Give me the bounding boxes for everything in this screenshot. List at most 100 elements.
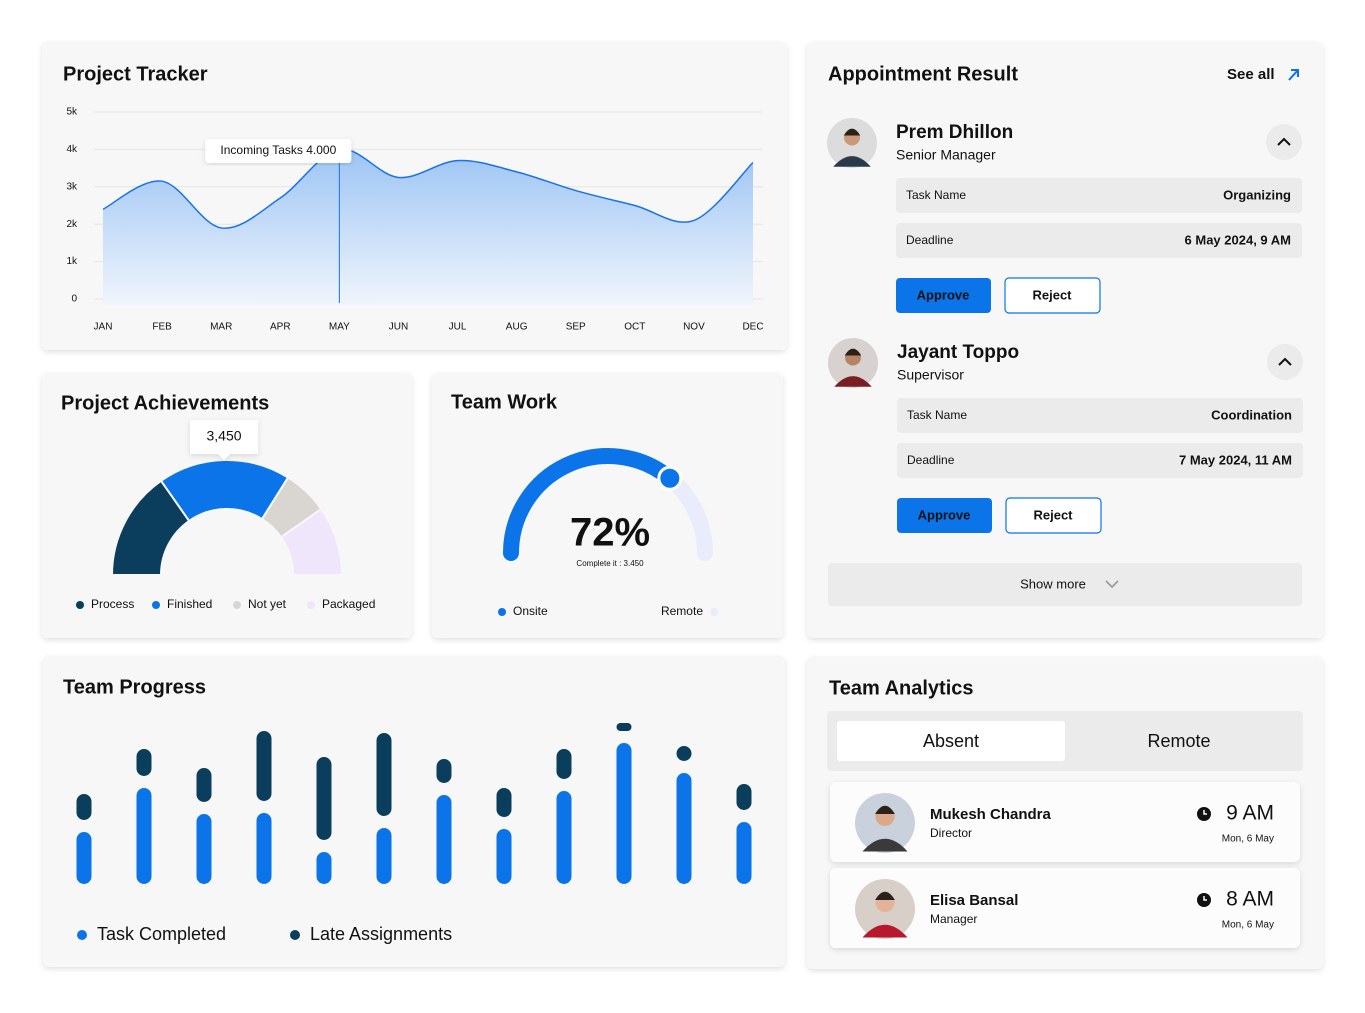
- person-card: [830, 782, 1300, 862]
- collapse-button[interactable]: [1267, 344, 1303, 380]
- bar-segment: [496, 829, 512, 884]
- legend-dot: [710, 608, 718, 616]
- donut-segment: [279, 507, 344, 576]
- bar-segment: [136, 749, 152, 776]
- info-row: [897, 443, 1303, 478]
- bar-segment: [256, 813, 272, 884]
- bar-segment: [616, 723, 632, 731]
- teamwork-panel: [432, 373, 783, 638]
- see-all-link[interactable]: See all: [1227, 66, 1275, 83]
- reject-button[interactable]: [1004, 277, 1101, 314]
- tab-label[interactable]: Remote: [1147, 731, 1210, 751]
- value-label: 3,450: [206, 428, 241, 444]
- x-tick-label: FEB: [152, 322, 172, 333]
- person-name: Jayant Toppo: [897, 342, 1019, 363]
- y-tick-label: 5k: [66, 107, 78, 118]
- time: 9 AM: [1226, 802, 1274, 825]
- legend-dot: [152, 601, 160, 609]
- approve-button[interactable]: [896, 278, 991, 313]
- legend-label: Packaged: [322, 597, 375, 611]
- panel-title: Appointment Result: [828, 63, 1018, 85]
- y-tick-label: 1k: [66, 256, 78, 267]
- chevron-up: [1277, 137, 1291, 146]
- tooltip-text: Incoming Tasks 4.000: [220, 143, 336, 157]
- panel-title: Team Work: [451, 391, 558, 413]
- avatar-body: [862, 924, 908, 938]
- info-row: [896, 178, 1302, 213]
- y-tick-label: 0: [71, 294, 77, 305]
- legend-dot: [498, 608, 506, 616]
- area-fill: [103, 149, 753, 305]
- person-name: Elisa Bansal: [930, 892, 1018, 909]
- avatar-body: [834, 376, 872, 387]
- x-tick-label: JUL: [449, 322, 467, 333]
- active-tab[interactable]: [837, 721, 1065, 761]
- reject-label[interactable]: Reject: [1032, 287, 1072, 302]
- bar-segment: [676, 746, 692, 761]
- y-tick-label: 4k: [66, 144, 78, 155]
- bar-segment: [376, 733, 392, 816]
- collapse-button[interactable]: [1266, 124, 1302, 160]
- avatar-hair: [844, 348, 862, 356]
- bar-segment: [196, 768, 212, 802]
- date: Mon, 6 May: [1222, 834, 1274, 845]
- chevron-down: [1105, 580, 1119, 589]
- x-tick-label: APR: [270, 322, 291, 333]
- clock-hand: [1203, 810, 1207, 815]
- info-label: Deadline: [906, 233, 954, 247]
- bar-segment: [616, 743, 632, 884]
- person-role: Senior Manager: [896, 147, 996, 163]
- legend-dot: [290, 930, 300, 940]
- info-row: [896, 223, 1302, 258]
- appointment-panel: [807, 42, 1323, 638]
- x-tick-label: MAY: [329, 322, 350, 333]
- reject-button[interactable]: [1005, 497, 1102, 534]
- bar-segment: [256, 731, 272, 801]
- person-name: Prem Dhillon: [896, 122, 1013, 143]
- legend-label: Finished: [167, 597, 212, 611]
- tooltip: [205, 139, 352, 163]
- info-label: Task Name: [906, 188, 966, 202]
- avatar-hair: [875, 891, 895, 900]
- info-value: 7 May 2024, 11 AM: [1179, 452, 1292, 467]
- reject-label[interactable]: Reject: [1033, 507, 1073, 522]
- bar-segment: [436, 795, 452, 884]
- approve-button[interactable]: [897, 498, 992, 533]
- bar-segment: [496, 788, 512, 817]
- person-role: Supervisor: [897, 367, 964, 383]
- bar-segment: [316, 757, 332, 840]
- person-role: Manager: [930, 912, 977, 926]
- legend-dot: [307, 601, 315, 609]
- y-tick-label: 3k: [66, 181, 78, 192]
- bar-segment: [556, 791, 572, 884]
- panel-title: Project Achievements: [61, 392, 269, 414]
- tab-label[interactable]: Absent: [923, 731, 979, 751]
- show-more-label[interactable]: Show more: [1020, 576, 1086, 591]
- legend-label: Late Assignments: [310, 924, 452, 944]
- legend-dot: [233, 601, 241, 609]
- legend-label: Remote: [661, 604, 703, 618]
- avatar-hair: [843, 128, 861, 136]
- person-card: [830, 868, 1300, 948]
- bar-segment: [556, 749, 572, 779]
- gauge-label: 72%: [570, 511, 650, 555]
- show-more-button[interactable]: [828, 563, 1302, 606]
- approve-label[interactable]: Approve: [917, 287, 970, 302]
- value-tooltip: [190, 420, 259, 461]
- approve-label[interactable]: Approve: [918, 507, 971, 522]
- person-name: Mukesh Chandra: [930, 806, 1052, 823]
- legend-dot: [77, 930, 87, 940]
- clock-hand: [1203, 896, 1207, 901]
- see-all-icon: [1288, 69, 1299, 81]
- legend-dot: [76, 601, 84, 609]
- person-role: Director: [930, 826, 972, 840]
- bar-segment: [376, 828, 392, 884]
- avatar-hair: [875, 805, 895, 814]
- panel-title: Project Tracker: [63, 63, 208, 85]
- legend-label: Process: [91, 597, 134, 611]
- avatar-body: [833, 156, 871, 167]
- panel-title: Team Analytics: [829, 677, 974, 699]
- avatar-body: [862, 838, 908, 852]
- date: Mon, 6 May: [1222, 920, 1274, 931]
